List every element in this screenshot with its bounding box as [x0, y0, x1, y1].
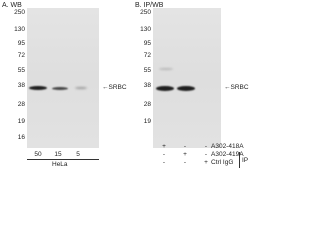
condition-name: Ctrl IgG: [211, 159, 234, 166]
marker-label: 19: [143, 118, 151, 125]
marker-label: 38: [17, 82, 25, 89]
target-label: SRBC: [108, 84, 127, 91]
blot: [27, 8, 99, 148]
figure: A. WB ←SRBC HeLa B. IP/WB ←SRBC IP 250 13…: [2, 2, 249, 168]
marker-label: 72: [143, 52, 151, 59]
arrow-label: ←SRBC: [224, 84, 249, 91]
marker-label: 250: [14, 9, 25, 16]
band: [52, 87, 68, 90]
marker-label: 38: [143, 82, 151, 89]
condition-sign: -: [183, 159, 187, 166]
marker-label: 55: [17, 67, 25, 74]
blot: [153, 8, 221, 148]
bracket: [239, 152, 240, 168]
condition-name: A302-418A: [211, 143, 244, 150]
marker-label: 130: [14, 26, 25, 33]
panel-label: A. WB: [2, 2, 22, 9]
sample-label: HeLa: [52, 161, 68, 168]
condition-sign: -: [162, 151, 166, 158]
condition-sign: -: [162, 159, 166, 166]
marker-label: 130: [140, 26, 151, 33]
group-label: IP: [242, 157, 249, 164]
condition-sign: +: [204, 159, 208, 166]
marker-label: 250: [140, 9, 151, 16]
lane-label: 5: [76, 151, 80, 158]
band: [29, 86, 47, 90]
marker-label: 95: [17, 40, 25, 47]
condition-sign: -: [204, 151, 208, 158]
target-label: SRBC: [230, 84, 249, 91]
panel-label: B. IP/WB: [135, 2, 164, 9]
band: [75, 87, 87, 89]
lane-label: 15: [54, 151, 62, 158]
marker-label: 95: [143, 40, 151, 47]
band: [159, 68, 173, 70]
condition-sign: -: [183, 143, 187, 150]
condition-sign: -: [204, 143, 208, 150]
marker-label: 16: [17, 134, 25, 141]
divider: [27, 159, 99, 160]
band: [156, 86, 174, 91]
condition-sign: +: [183, 151, 187, 158]
marker-label: 28: [17, 101, 25, 108]
condition-sign: +: [162, 143, 166, 150]
band: [177, 86, 195, 91]
lane-label: 50: [34, 151, 42, 158]
condition-name: A302-419A: [211, 151, 244, 158]
marker-label: 55: [143, 67, 151, 74]
arrow-label: ←SRBC: [102, 84, 127, 91]
marker-label: 28: [143, 101, 151, 108]
marker-label: 19: [17, 118, 25, 125]
marker-label: 72: [17, 52, 25, 59]
